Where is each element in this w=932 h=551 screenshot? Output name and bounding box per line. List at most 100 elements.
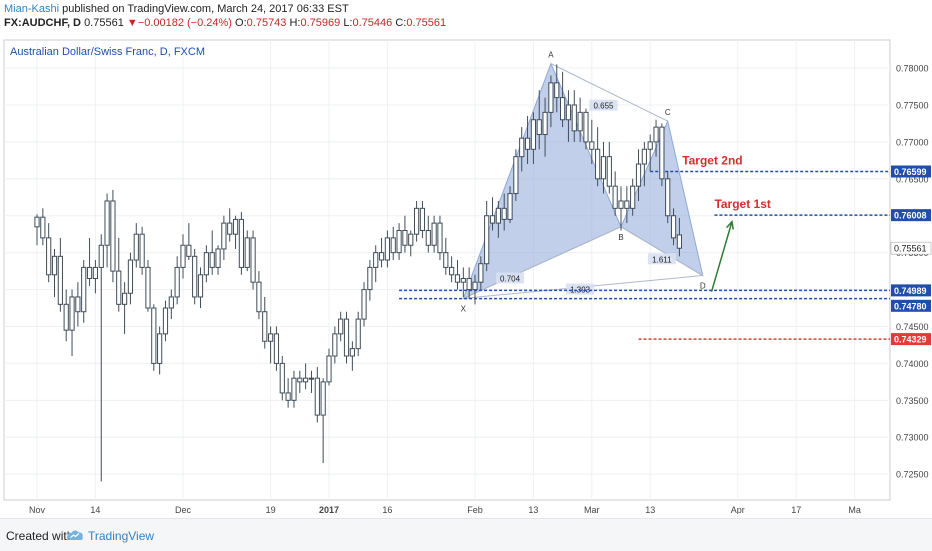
time-axis[interactable]: Nov 14 Dec 19 2017 16 Feb 13 Mar 13 Apr 17 Ma [29, 505, 861, 515]
candle-body-down[interactable] [554, 82, 560, 99]
candle-body-down[interactable] [227, 222, 233, 235]
candle-body-up[interactable] [408, 233, 414, 246]
candle-body-down[interactable] [390, 237, 396, 254]
candle-body-down[interactable] [46, 237, 52, 276]
candle-body-up[interactable] [332, 333, 338, 357]
candle-body-down[interactable] [297, 377, 303, 383]
author-link[interactable]: Mian-Kashi [4, 3, 60, 15]
candle-body-down[interactable] [116, 270, 122, 305]
candle-body-up[interactable] [542, 111, 548, 136]
candle-body-up[interactable] [34, 216, 40, 228]
candle-body-up[interactable] [495, 207, 501, 224]
candle-body-up[interactable] [396, 229, 402, 254]
candle-body-up[interactable] [641, 148, 647, 165]
candle-body-up[interactable] [460, 277, 466, 283]
level-lines[interactable]: Target 2nd Target 1st [399, 154, 890, 340]
candle-body-up[interactable] [98, 244, 104, 268]
candle-body-up[interactable] [431, 222, 437, 246]
candle-body-up[interactable] [618, 200, 624, 209]
candle-body-down[interactable] [145, 266, 151, 309]
chart-frame[interactable]: X A B C D 0.704 0.655 1.611 1.393 Target 2nd Targ… [0, 36, 932, 515]
candle-body-up[interactable] [162, 307, 169, 335]
candle-body-up[interactable] [133, 233, 139, 261]
candle-body-down[interactable] [250, 237, 256, 283]
candle-body-down[interactable] [449, 266, 455, 276]
candle-body-up[interactable] [519, 137, 525, 158]
tradingview-cloud-icon[interactable] [66, 528, 84, 542]
candle-body-up[interactable] [291, 377, 297, 401]
candle-body-down[interactable] [238, 218, 245, 268]
candle-body-up[interactable] [244, 237, 250, 268]
candle-body-up[interactable] [81, 266, 87, 313]
candle-body-up[interactable] [548, 82, 554, 113]
candle-body-up[interactable] [647, 141, 653, 150]
candle-body-down[interactable] [466, 277, 472, 291]
candle-body-down[interactable] [571, 104, 577, 132]
candle-body-up[interactable] [653, 126, 659, 143]
candle-body-up[interactable] [215, 248, 221, 268]
candle-body-down[interactable] [86, 266, 93, 279]
candle-body-up[interactable] [338, 318, 344, 335]
candle-body-up[interactable] [51, 255, 58, 276]
candle-body-up[interactable] [122, 292, 128, 305]
candle-body-down[interactable] [75, 296, 81, 313]
candle-body-up[interactable] [92, 266, 99, 279]
candle-body-up[interactable] [326, 355, 332, 383]
candle-body-down[interactable] [63, 303, 69, 331]
candle-body-up[interactable] [168, 296, 174, 309]
candle-body-down[interactable] [454, 274, 461, 283]
candle-body-up[interactable] [384, 237, 390, 261]
candle-body-up[interactable] [507, 193, 513, 220]
candle-body-down[interactable] [612, 185, 618, 209]
candle-body-up[interactable] [197, 274, 204, 298]
candle-body-down[interactable] [57, 255, 63, 305]
candle-body-up[interactable] [320, 381, 326, 416]
candle-body-down[interactable] [40, 216, 46, 239]
candle-body-down[interactable] [110, 200, 116, 272]
candle-body-up[interactable] [355, 318, 361, 350]
candle-body-down[interactable] [524, 137, 531, 150]
candle-body-up[interactable] [203, 252, 209, 276]
candle-body-down[interactable] [595, 148, 601, 180]
candle-body-up[interactable] [367, 266, 373, 291]
candle-body-up[interactable] [127, 259, 134, 294]
candle-body-up[interactable] [174, 266, 180, 298]
candle-body-up[interactable] [635, 163, 642, 187]
candle-body-up[interactable] [361, 289, 367, 320]
candle-body-down[interactable] [139, 233, 145, 268]
candle-body-down[interactable] [665, 178, 671, 217]
candle-body-up[interactable] [565, 104, 572, 121]
candle-body-up[interactable] [513, 156, 519, 195]
candle-body-down[interactable] [151, 307, 157, 364]
candle-body-up[interactable] [373, 252, 379, 268]
candle-body-down[interactable] [378, 252, 385, 261]
candle-body-down[interactable] [273, 333, 280, 364]
candle-body-up[interactable] [268, 333, 274, 342]
candle-body-up[interactable] [600, 156, 607, 180]
candle-body-up[interactable] [157, 333, 163, 364]
candles[interactable] [34, 64, 682, 482]
candle-body-down[interactable] [676, 234, 682, 249]
candle-body-down[interactable] [256, 281, 262, 313]
candle-body-up[interactable] [180, 244, 186, 268]
candle-body-down[interactable] [262, 311, 268, 342]
candle-body-down[interactable] [279, 362, 285, 394]
candle-body-down[interactable] [443, 252, 449, 268]
candle-body-up[interactable] [478, 263, 484, 283]
candle-body-down[interactable] [419, 207, 426, 231]
candle-body-down[interactable] [501, 207, 507, 220]
candle-body-down[interactable] [192, 255, 198, 298]
price-axis[interactable]: 0.725000.730000.735000.740000.745000.750… [890, 64, 932, 480]
candle-body-down[interactable] [343, 318, 350, 357]
candle-body-up[interactable] [104, 200, 110, 246]
candle-body-down[interactable] [209, 252, 215, 268]
candle-body-down[interactable] [670, 215, 677, 239]
candle-body-down[interactable] [606, 156, 612, 187]
candle-body-up[interactable] [472, 281, 478, 291]
candle-body-down[interactable] [583, 111, 589, 143]
candle-body-up[interactable] [221, 222, 227, 250]
candle-body-up[interactable] [530, 119, 536, 150]
candle-body-up[interactable] [308, 377, 315, 380]
